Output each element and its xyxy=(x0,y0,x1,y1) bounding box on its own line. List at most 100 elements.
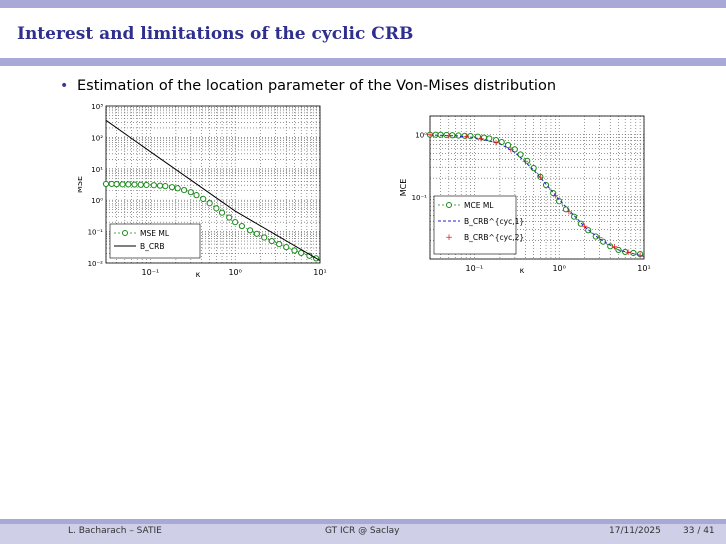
data-point-cyc2: + xyxy=(537,173,545,183)
legend-marker-cyc2: + xyxy=(445,233,453,243)
x-tick-label: 10⁰ xyxy=(228,268,241,277)
legend-marker-ml xyxy=(446,202,452,208)
data-point-cyc2: + xyxy=(565,208,573,218)
data-point-cyc2: + xyxy=(611,242,619,252)
data-point-ml xyxy=(187,189,194,196)
plot-frame xyxy=(429,115,645,260)
mse-plot: 10⁻¹ 10⁰ 10¹ 10⁻² 10⁻¹ 10⁰ 10¹ 10² 10³ κ MSE MSE ML… xyxy=(78,103,327,278)
data-point-ml xyxy=(206,200,213,207)
x-axis-label: κ xyxy=(196,270,201,278)
data-point-ml xyxy=(156,182,164,189)
y-tick-label: 10⁻² xyxy=(88,260,104,268)
footer-rule xyxy=(0,519,726,524)
data-point-ml xyxy=(577,220,584,227)
data-point-ml xyxy=(150,182,157,189)
legend-label: B_CRB xyxy=(140,242,165,251)
data-point-ml xyxy=(113,181,120,188)
y-tick-label: 10³ xyxy=(91,103,103,111)
footer-event: GT ICR @ Saclay xyxy=(325,526,400,536)
data-point-ml xyxy=(276,240,283,248)
data-point-ml xyxy=(125,181,132,188)
data-point-ml xyxy=(218,209,226,216)
data-point-cyc2: + xyxy=(507,145,515,155)
y-tick-label: 10⁰ xyxy=(415,132,427,140)
footer-band xyxy=(0,524,726,544)
data-point-ml xyxy=(131,181,138,188)
y-tick-label: 10⁰ xyxy=(91,197,103,205)
legend-label: B_CRB^{cyc,2} xyxy=(464,233,524,242)
data-point-ml xyxy=(298,249,305,256)
data-point-cyc2: + xyxy=(426,131,434,141)
footer-page-number: 33 / 41 xyxy=(683,526,715,536)
legend-label: MCE ML xyxy=(464,201,494,210)
footer-author: L. Bacharach – SATIE xyxy=(68,526,162,536)
legend-label: B_CRB^{cyc,1} xyxy=(464,217,524,226)
legend-label: MSE ML xyxy=(140,229,170,238)
data-point-ml xyxy=(630,249,637,257)
data-point-ml xyxy=(119,181,126,188)
data-point-ml xyxy=(261,234,268,241)
data-point-ml xyxy=(253,230,260,237)
y-tick-label: 10¹ xyxy=(91,166,103,174)
footer: L. Bacharach – SATIE GT ICR @ Saclay 17/… xyxy=(0,519,726,544)
data-point-ml xyxy=(143,181,150,189)
data-point-cyc2: + xyxy=(477,134,485,144)
data-point-cyc2: + xyxy=(522,157,530,167)
data-point-ml xyxy=(556,198,563,205)
data-point-ml xyxy=(137,181,144,188)
data-point-ml xyxy=(102,180,110,188)
y-axis-label: MSE xyxy=(78,176,84,193)
x-tick-label: 10⁻¹ xyxy=(466,264,484,273)
data-point-ml xyxy=(247,227,254,234)
series-line-bcrb xyxy=(105,119,321,261)
data-point-ml xyxy=(505,142,512,149)
data-point-cyc2: + xyxy=(462,132,470,142)
data-point-ml xyxy=(607,243,614,250)
data-point-cyc2: + xyxy=(596,234,604,244)
data-point-ml xyxy=(200,195,207,203)
slide-title: Interest and limitations of the cyclic C… xyxy=(17,24,414,44)
data-point-ml xyxy=(443,131,450,139)
data-point-ml xyxy=(592,233,599,240)
y-tick-label: 10² xyxy=(91,134,103,142)
data-point-ml xyxy=(283,244,290,251)
data-point-ml xyxy=(193,192,200,199)
data-point-ml xyxy=(213,205,220,212)
y-axis-label: MCE xyxy=(399,179,408,197)
legend-marker-ml xyxy=(122,230,128,236)
x-tick-label: 10¹ xyxy=(637,264,650,273)
data-point-ml xyxy=(162,183,169,190)
data-point-ml xyxy=(291,247,298,254)
data-point-cyc2: + xyxy=(624,248,632,258)
data-point-cyc2: + xyxy=(552,192,560,202)
data-point-ml xyxy=(486,135,493,142)
y-tick-label: 10⁻¹ xyxy=(412,194,428,202)
data-point-cyc2: + xyxy=(492,138,500,148)
title-bar xyxy=(0,8,726,60)
data-point-ml xyxy=(232,219,239,226)
x-tick-label: 10¹ xyxy=(313,268,326,277)
bullet-icon: • xyxy=(60,78,69,94)
bullet-text: Estimation of the location parameter of … xyxy=(77,78,557,94)
y-tick-label: 10⁻¹ xyxy=(88,229,104,237)
data-point-ml xyxy=(181,186,188,194)
mce-plot: 10⁻¹ 10⁰ 10¹ 10⁻¹ 10⁰ κ MCE + + + + + + + + + + + + + + + MCE … xyxy=(399,115,651,275)
series-line-cyc1 xyxy=(429,134,645,257)
data-point-cyc2: + xyxy=(445,131,453,141)
footer-date: 17/11/2025 xyxy=(609,526,661,536)
data-point-ml xyxy=(437,131,444,138)
data-point-ml xyxy=(268,237,275,245)
x-axis-label: κ xyxy=(520,266,525,275)
data-point-ml xyxy=(238,222,245,230)
data-point-cyc2: + xyxy=(636,251,644,261)
data-point-ml xyxy=(174,185,181,192)
data-point-ml xyxy=(571,213,578,220)
legend-box xyxy=(109,223,201,259)
data-point-ml xyxy=(168,184,176,191)
data-point-ml xyxy=(108,180,115,188)
x-tick-label: 10⁻¹ xyxy=(142,268,160,277)
x-tick-label: 10⁰ xyxy=(552,264,565,273)
data-point-cyc2: + xyxy=(581,222,589,232)
title-rule xyxy=(0,58,726,66)
data-point-ml xyxy=(226,214,233,221)
